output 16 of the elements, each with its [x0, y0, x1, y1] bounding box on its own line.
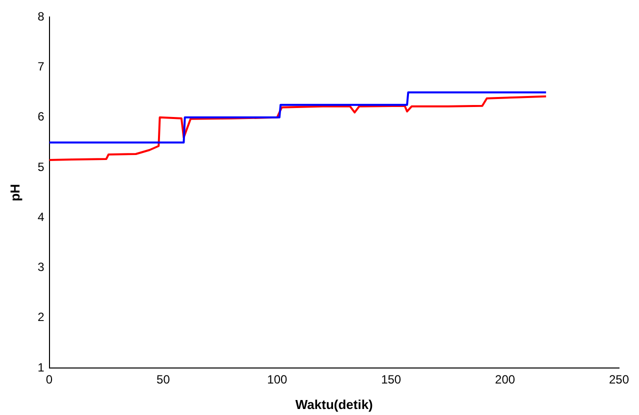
y-tick-label: 7	[38, 60, 45, 74]
x-axis-title: Waktu(detik)	[295, 396, 373, 412]
x-tick-label: 0	[46, 372, 53, 387]
x-tick-label: 150	[381, 372, 402, 387]
y-tick-label: 8	[38, 10, 45, 24]
x-tick-label: 50	[156, 372, 170, 387]
y-tick-label: 4	[38, 210, 45, 224]
y-tick-label: 2	[38, 310, 45, 324]
y-tick-label: 6	[38, 110, 45, 124]
y-tick-label: 5	[38, 160, 45, 174]
x-tick-label: 250	[608, 372, 630, 387]
x-tick-label: 200	[495, 372, 516, 387]
x-tick-label: 100	[267, 372, 288, 387]
y-tick-label: 1	[38, 360, 45, 374]
y-tick-label: 3	[38, 260, 45, 274]
y-axis-title: pH	[7, 184, 22, 202]
